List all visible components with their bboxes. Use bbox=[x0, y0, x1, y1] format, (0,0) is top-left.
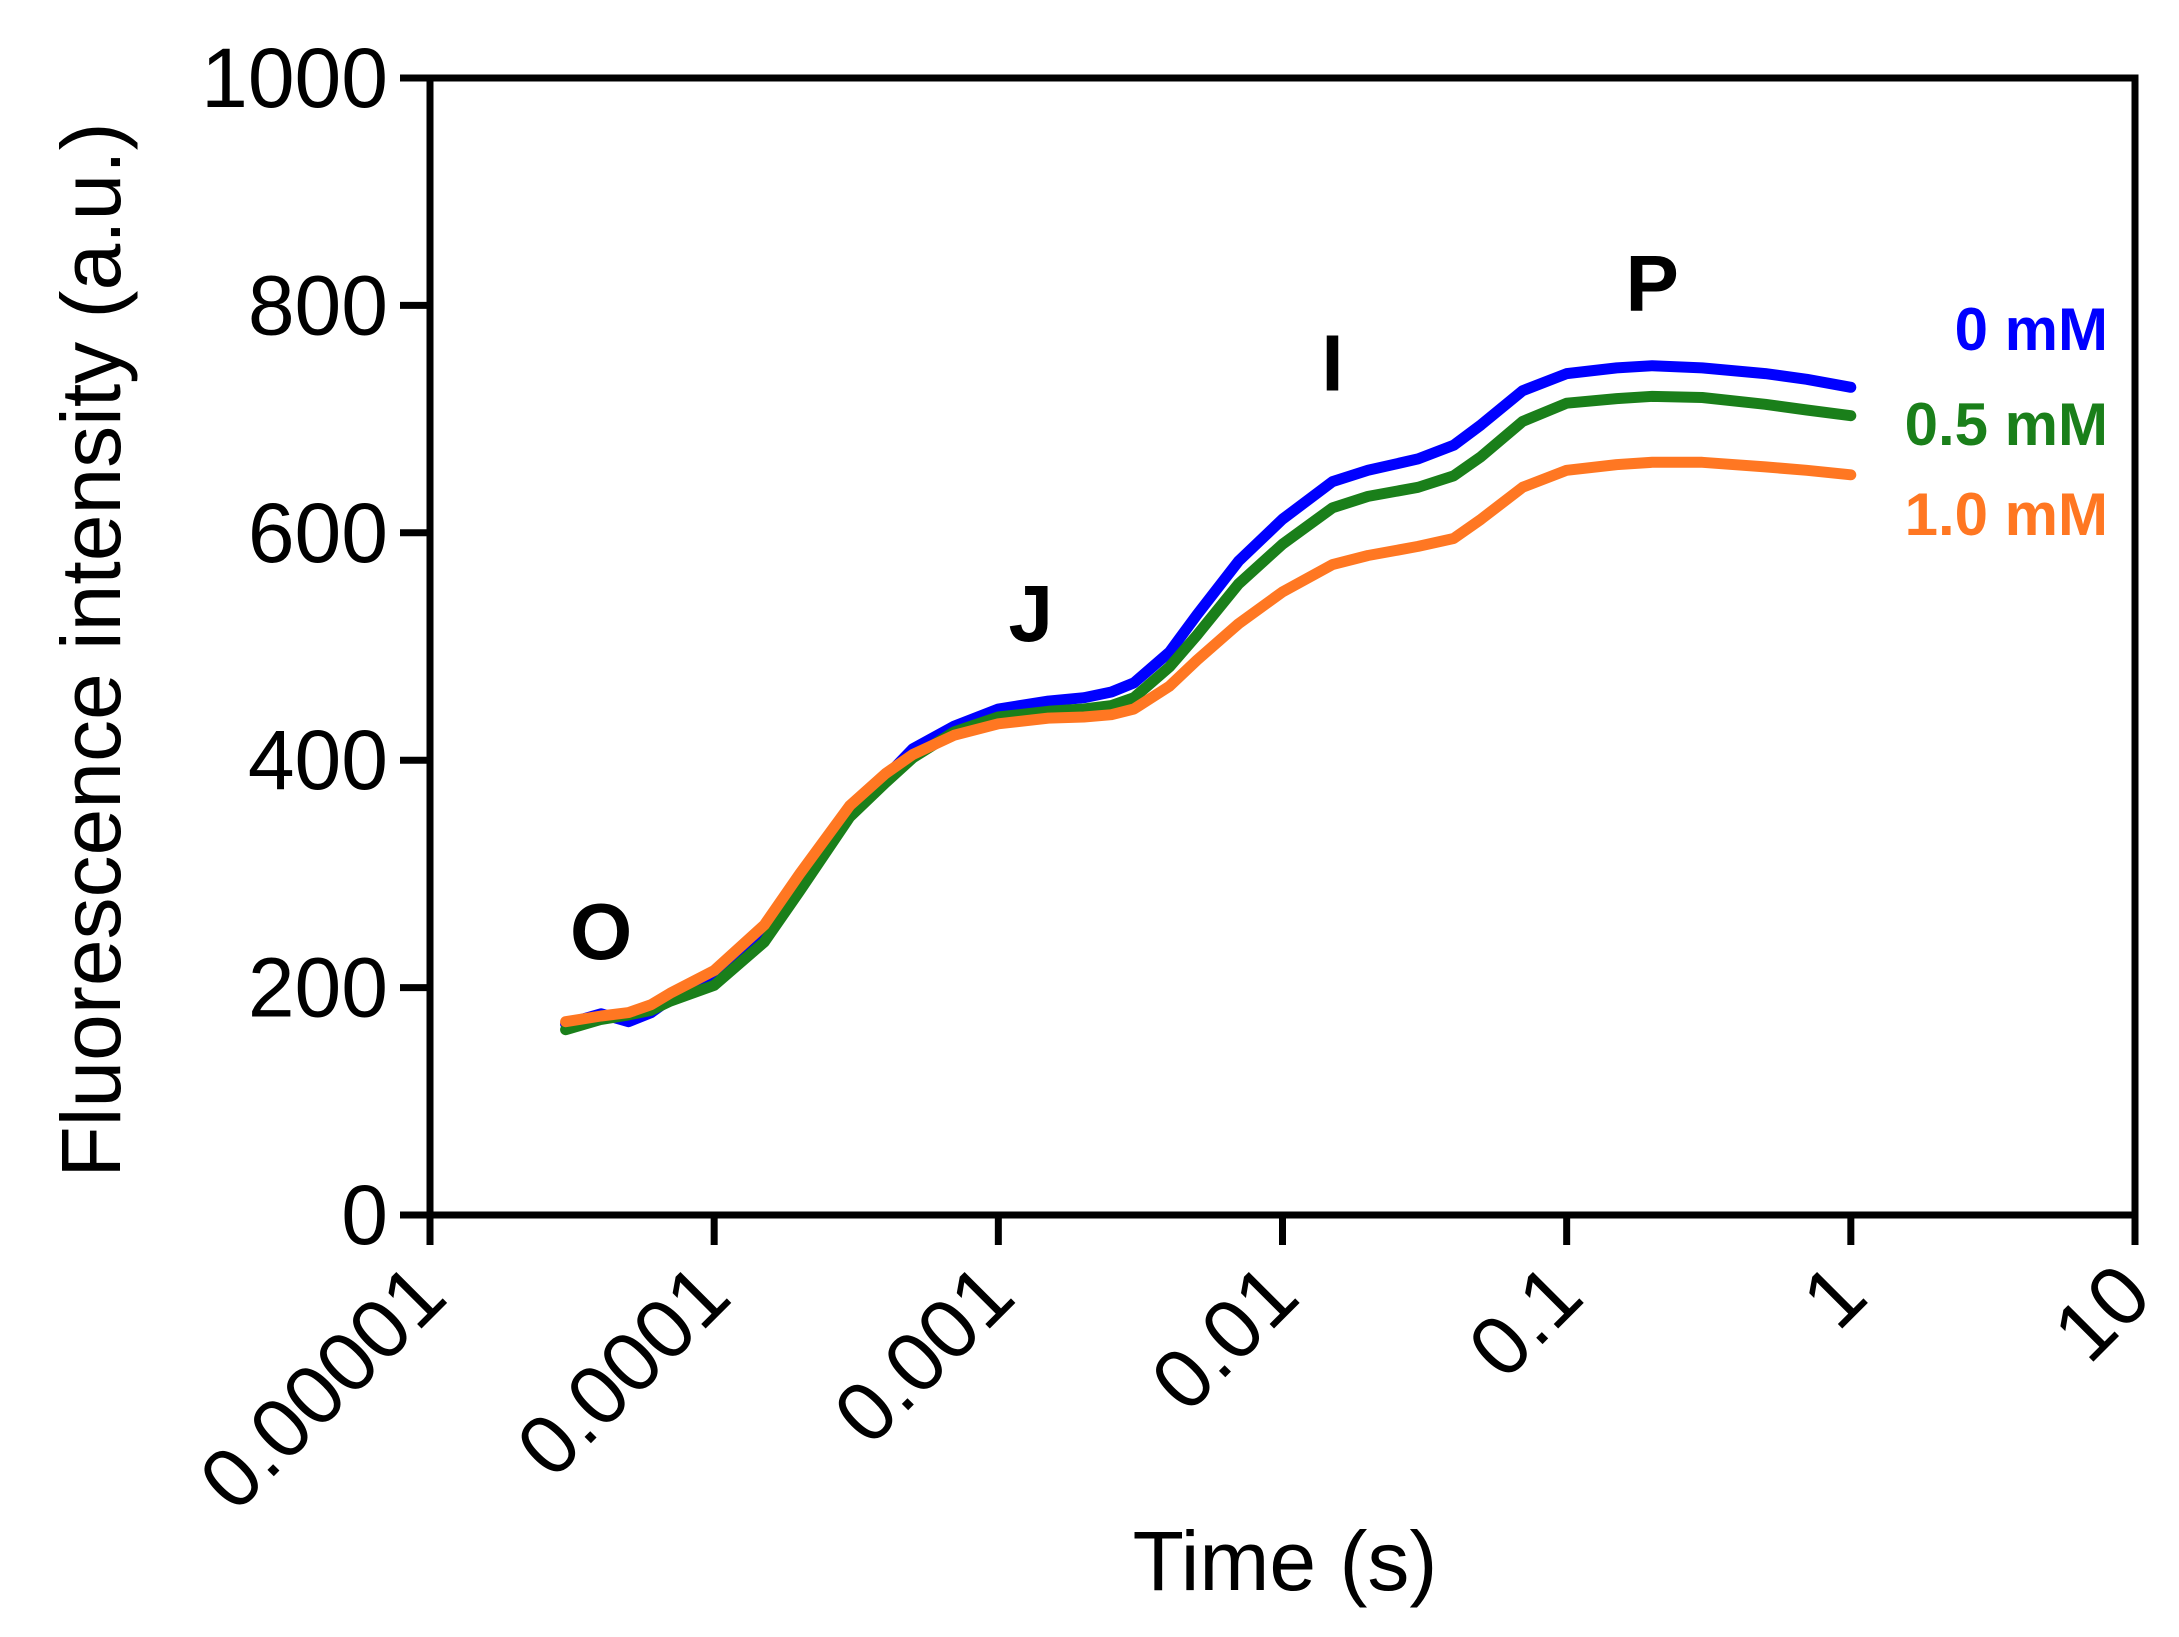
phase-label-P: P bbox=[1626, 239, 1679, 328]
x-tick-label: 10 bbox=[2035, 1246, 2168, 1379]
phase-label-J: J bbox=[1008, 569, 1053, 658]
x-axis: 0.00001 0.0001 0.001 0.01 0.1 1 10 bbox=[182, 1215, 2168, 1527]
legend: 0 mM 0.5 mM 1.0 mM bbox=[1905, 296, 2108, 548]
x-tick-label: 0.001 bbox=[816, 1246, 1031, 1461]
x-tick-label: 0.1 bbox=[1450, 1246, 1599, 1395]
series-line-1 bbox=[560, 390, 1857, 1036]
y-axis: 0 200 400 600 800 1000 bbox=[201, 31, 430, 1262]
x-axis-title: Time (s) bbox=[1133, 1514, 1438, 1608]
plot-border bbox=[426, 74, 2139, 1219]
legend-label-2: 1.0 mM bbox=[1905, 481, 2108, 548]
y-tick-label: 400 bbox=[248, 713, 388, 807]
series-layer bbox=[560, 360, 1857, 1036]
x-tick-label: 0.00001 bbox=[182, 1246, 463, 1527]
y-tick-label: 0 bbox=[341, 1168, 388, 1262]
y-tick-label: 800 bbox=[248, 258, 388, 352]
y-tick-label: 600 bbox=[248, 486, 388, 580]
y-tick-label: 1000 bbox=[201, 31, 388, 125]
phase-label-O: O bbox=[570, 887, 632, 976]
x-tick-label: 1 bbox=[1784, 1246, 1884, 1346]
y-axis-title: Fluorescence intensity (a.u.) bbox=[44, 122, 138, 1177]
series-line-2 bbox=[560, 456, 1857, 1028]
plot-area bbox=[426, 74, 2139, 1219]
phase-annotations: O J I P bbox=[570, 239, 1679, 976]
y-tick-label: 200 bbox=[248, 941, 388, 1035]
legend-label-1: 0.5 mM bbox=[1905, 391, 2108, 458]
x-tick-label: 0.01 bbox=[1133, 1246, 1315, 1428]
legend-label-0: 0 mM bbox=[1955, 296, 2108, 363]
x-tick-label: 0.0001 bbox=[499, 1246, 747, 1494]
phase-label-I: I bbox=[1321, 319, 1343, 408]
